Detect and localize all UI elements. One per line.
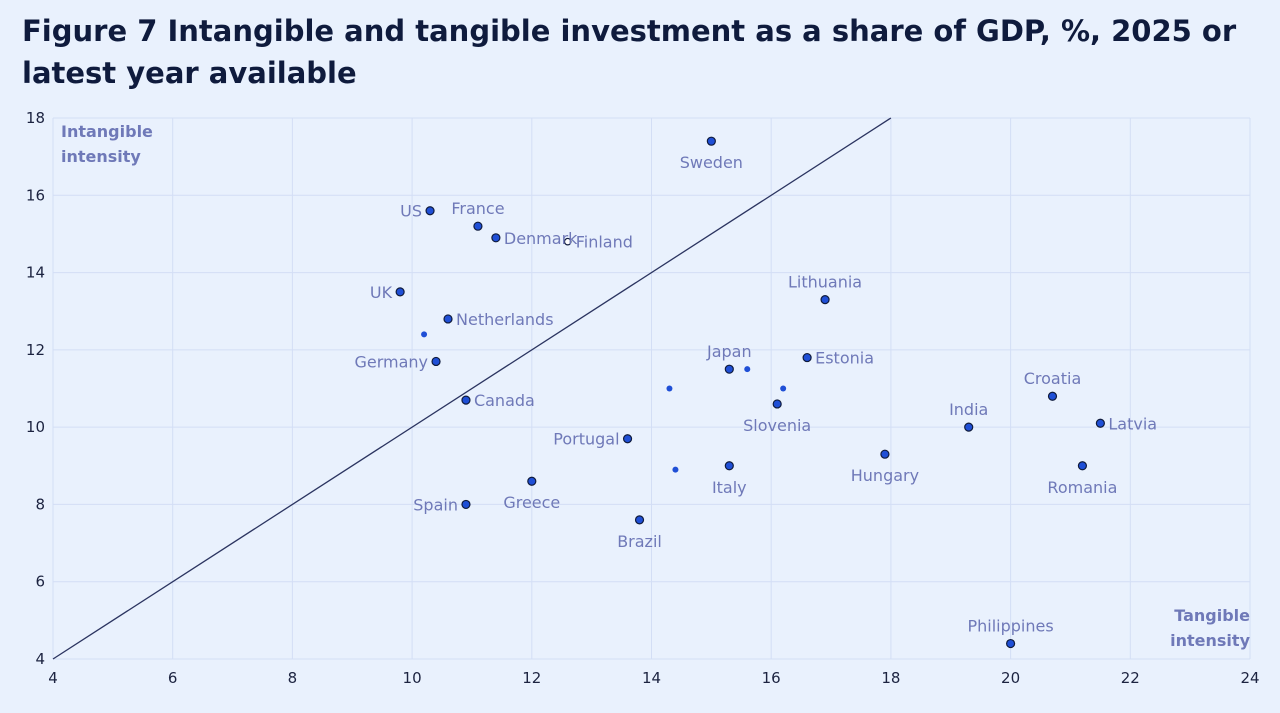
- axis-titles-layer: Intangible intensity Tangible intensity: [61, 122, 1251, 650]
- data-point: [802, 352, 812, 363]
- data-point: [780, 385, 787, 392]
- x-tick-label: 4: [48, 669, 58, 687]
- points-layer: [395, 136, 1105, 649]
- data-point: [491, 233, 501, 243]
- point-label: Spain: [413, 495, 458, 514]
- point-label: France: [451, 199, 504, 218]
- y-tick-label: 10: [26, 418, 45, 436]
- data-point: [473, 221, 483, 231]
- reference-line-layer: [52, 117, 892, 660]
- x-axis-title: Tangible: [1174, 606, 1250, 625]
- data-point: [724, 461, 734, 471]
- point-label: Slovenia: [743, 416, 811, 435]
- data-point: [744, 366, 751, 373]
- point-label: Lithuania: [788, 273, 862, 292]
- data-point: [1077, 461, 1088, 471]
- data-point: [706, 136, 716, 146]
- point-label: Latvia: [1108, 414, 1157, 433]
- x-tick-label: 6: [168, 669, 178, 687]
- point-label: Japan: [706, 342, 752, 361]
- x-tick-label: 24: [1240, 669, 1259, 687]
- point-label: Germany: [354, 352, 428, 371]
- diagonal-reference-line: [52, 117, 892, 660]
- y-tick-label: 12: [26, 341, 45, 359]
- point-label: India: [949, 400, 988, 419]
- x-tick-label: 22: [1121, 669, 1140, 687]
- data-point: [964, 422, 974, 432]
- x-tick-label: 8: [288, 669, 298, 687]
- data-point: [421, 331, 428, 338]
- data-point: [880, 449, 890, 459]
- x-tick-label: 10: [403, 669, 422, 687]
- point-label: Finland: [576, 233, 633, 252]
- point-label: US: [400, 202, 422, 221]
- data-point: [527, 476, 537, 486]
- data-point: [425, 206, 435, 216]
- y-tick-label: 4: [35, 650, 45, 668]
- data-point: [820, 295, 830, 305]
- point-label: Sweden: [680, 153, 743, 172]
- data-point: [622, 434, 633, 444]
- x-tick-label: 12: [522, 669, 541, 687]
- point-label: Croatia: [1024, 369, 1082, 388]
- y-tick-label: 6: [35, 573, 45, 591]
- point-label: Hungary: [851, 466, 919, 485]
- data-point: [1047, 391, 1058, 401]
- data-point: [461, 499, 471, 510]
- data-point: [431, 356, 441, 367]
- y-tick-label: 14: [26, 264, 45, 282]
- tick-labels-layer: 4 6 8 10 12 14 16 18 20 22 24 4 6 8 10 12 14 16 18: [26, 109, 1260, 687]
- x-tick-label: 16: [762, 669, 781, 687]
- x-tick-label: 18: [881, 669, 900, 687]
- data-point: [443, 314, 453, 324]
- y-axis-title: intensity: [61, 147, 141, 166]
- data-point: [672, 466, 679, 473]
- x-tick-label: 14: [642, 669, 661, 687]
- data-point: [666, 385, 673, 392]
- y-axis-title: Intangible: [61, 122, 153, 141]
- point-label: Estonia: [815, 349, 874, 368]
- point-label: UK: [370, 283, 393, 302]
- point-label: Netherlands: [456, 310, 554, 329]
- data-point: [395, 287, 405, 297]
- data-point: [724, 364, 734, 374]
- data-point: [563, 237, 572, 246]
- point-label: Italy: [712, 478, 747, 497]
- x-tick-label: 20: [1001, 669, 1020, 687]
- data-point: [1005, 638, 1016, 649]
- point-label: Greece: [503, 493, 560, 512]
- point-label: Canada: [474, 391, 535, 410]
- x-axis-title: intensity: [1170, 631, 1250, 650]
- point-label: Brazil: [617, 532, 662, 551]
- grid-layer: [52, 117, 1251, 660]
- y-tick-label: 8: [35, 495, 45, 513]
- data-point: [634, 515, 645, 525]
- point-label: Portugal: [553, 430, 619, 449]
- point-label: Romania: [1047, 478, 1117, 497]
- data-point: [461, 395, 471, 405]
- y-tick-label: 16: [26, 186, 45, 204]
- chart-title: Figure 7 Intangible and tangible investm…: [22, 14, 1237, 90]
- point-label: Denmark: [504, 229, 578, 248]
- data-point: [1095, 418, 1105, 428]
- data-point: [772, 399, 782, 409]
- point-label: Philippines: [967, 617, 1053, 636]
- y-tick-label: 18: [26, 109, 45, 127]
